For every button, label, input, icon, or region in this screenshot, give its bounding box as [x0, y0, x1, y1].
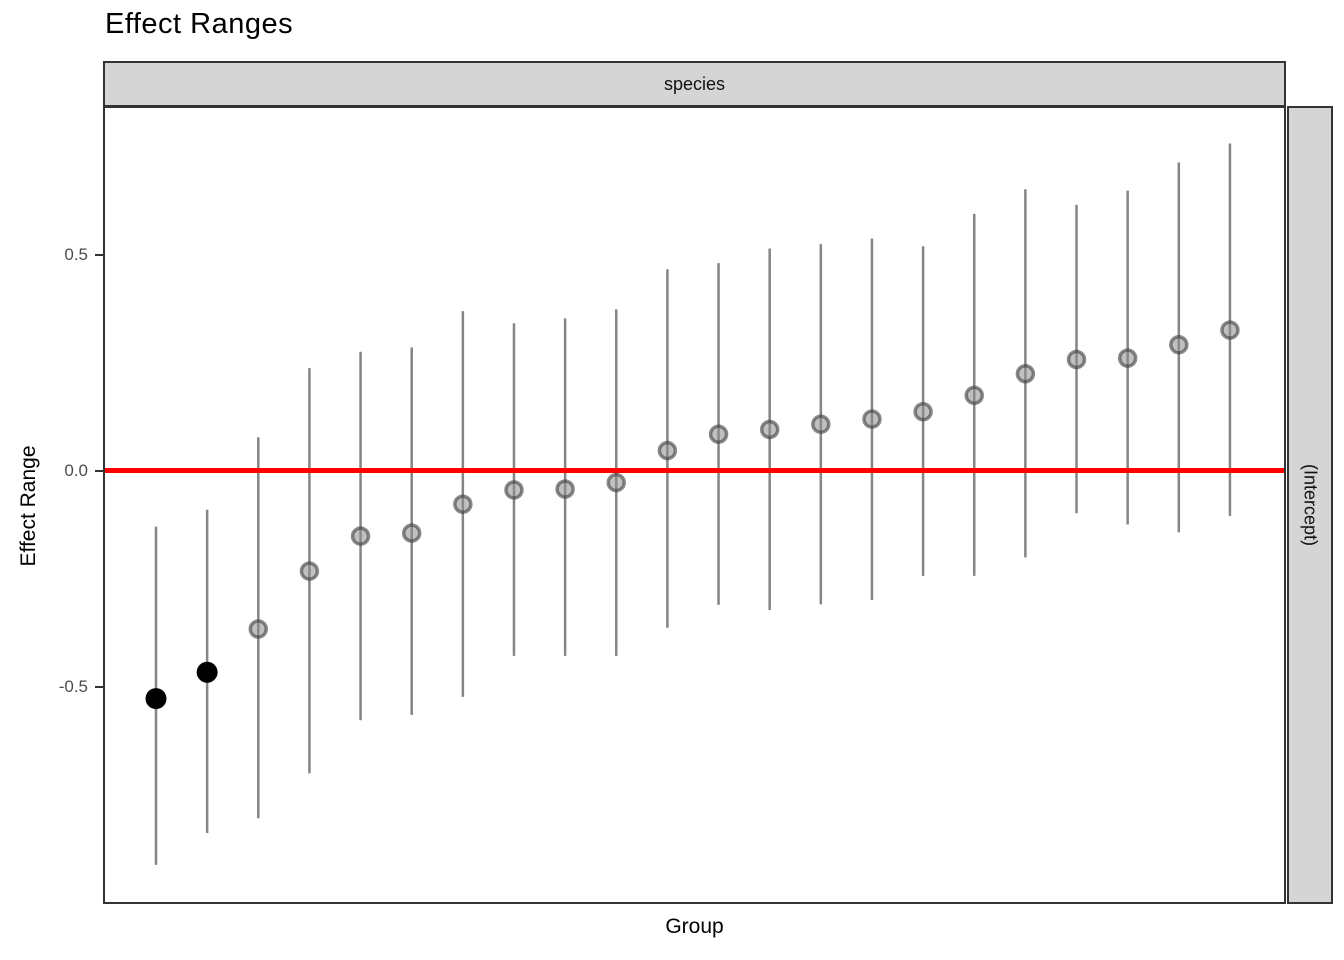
x-axis-title: Group: [665, 915, 724, 938]
facet-strip-right: (Intercept): [1287, 106, 1333, 904]
y-tick-label: 0.5: [64, 244, 88, 264]
data-point: [1220, 320, 1240, 340]
data-point-significant: [196, 661, 218, 683]
data-point: [759, 419, 780, 440]
facet-strip-top-label: species: [663, 73, 726, 94]
y-tick-mark: [95, 469, 103, 472]
data-point: [1066, 349, 1087, 370]
facet-strip-right-label: (Intercept): [1300, 463, 1321, 547]
y-axis-title: Effect Range: [17, 445, 40, 567]
data-point: [453, 494, 473, 514]
data-point: [913, 401, 933, 422]
chart-title: Effect Ranges: [105, 8, 294, 40]
data-point: [657, 440, 678, 461]
data-point: [350, 526, 371, 546]
plot-panel: [103, 106, 1286, 904]
data-point: [248, 619, 269, 639]
data-point: [1169, 335, 1189, 355]
y-tick-label: -0.5: [58, 676, 88, 696]
data-point: [504, 480, 524, 500]
data-point: [964, 385, 984, 406]
y-tick-mark: [95, 253, 103, 256]
y-tick-mark: [95, 685, 103, 688]
data-point: [555, 479, 575, 499]
data-point-significant: [145, 688, 167, 710]
data-point: [401, 523, 422, 543]
data-point: [606, 472, 627, 493]
data-point: [811, 414, 831, 435]
data-point: [299, 561, 320, 581]
y-tick-label: 0.0: [64, 460, 88, 480]
plot-area: [105, 143, 1284, 865]
facet-strip-top: species: [103, 61, 1286, 107]
data-point: [1015, 363, 1036, 384]
data-point: [1117, 348, 1138, 368]
data-point: [708, 424, 729, 444]
data-point: [862, 409, 882, 429]
